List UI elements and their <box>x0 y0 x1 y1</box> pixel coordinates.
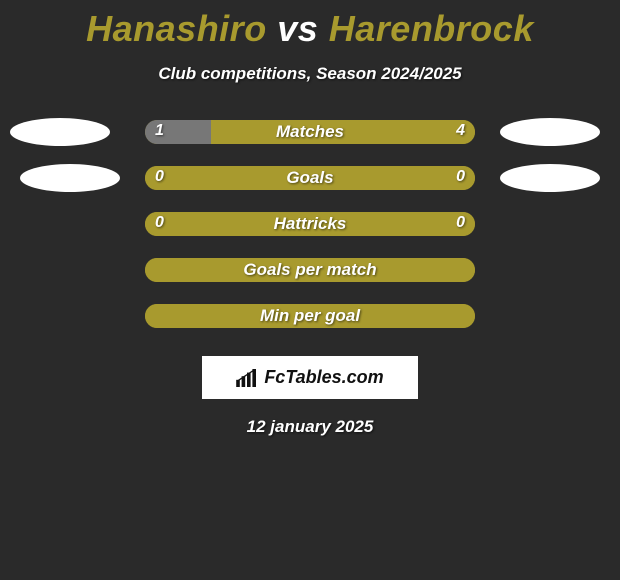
stat-value-left: 0 <box>155 214 164 232</box>
stat-row: 1 4 Matches <box>0 120 620 144</box>
stat-label: Goals per match <box>243 260 376 280</box>
stat-bar: 0 0 Hattricks <box>145 212 475 236</box>
stat-bar: Goals per match <box>145 258 475 282</box>
bar-chart-icon <box>236 369 258 387</box>
date: 12 january 2025 <box>0 417 620 437</box>
player-badge-left <box>10 118 110 146</box>
stat-row: Goals per match <box>0 258 620 282</box>
stat-row: 0 0 Hattricks <box>0 212 620 236</box>
stat-value-left: 0 <box>155 168 164 186</box>
page-title: Hanashiro vs Harenbrock <box>0 0 620 50</box>
logo-text: FcTables.com <box>264 367 383 388</box>
stat-value-right: 0 <box>456 214 465 232</box>
stat-value-right: 0 <box>456 168 465 186</box>
stat-row: Min per goal <box>0 304 620 328</box>
player-badge-right <box>500 164 600 192</box>
stat-label: Goals <box>286 168 333 188</box>
player-badge-left <box>20 164 120 192</box>
title-player1: Hanashiro <box>86 8 267 49</box>
subtitle: Club competitions, Season 2024/2025 <box>0 64 620 84</box>
stat-value-left: 1 <box>155 122 164 140</box>
logo-box: FcTables.com <box>202 356 418 399</box>
stat-label: Hattricks <box>274 214 347 234</box>
player-badge-right <box>500 118 600 146</box>
stat-label: Min per goal <box>260 306 360 326</box>
title-vs: vs <box>277 8 318 49</box>
stat-label: Matches <box>276 122 344 142</box>
stat-bar: 1 4 Matches <box>145 120 475 144</box>
title-player2: Harenbrock <box>329 8 534 49</box>
stat-bar: Min per goal <box>145 304 475 328</box>
stat-bar: 0 0 Goals <box>145 166 475 190</box>
stat-rows: 1 4 Matches 0 0 Goals 0 0 Hattricks Goals per mat… <box>0 120 620 328</box>
stat-value-right: 4 <box>456 122 465 140</box>
stat-row: 0 0 Goals <box>0 166 620 190</box>
